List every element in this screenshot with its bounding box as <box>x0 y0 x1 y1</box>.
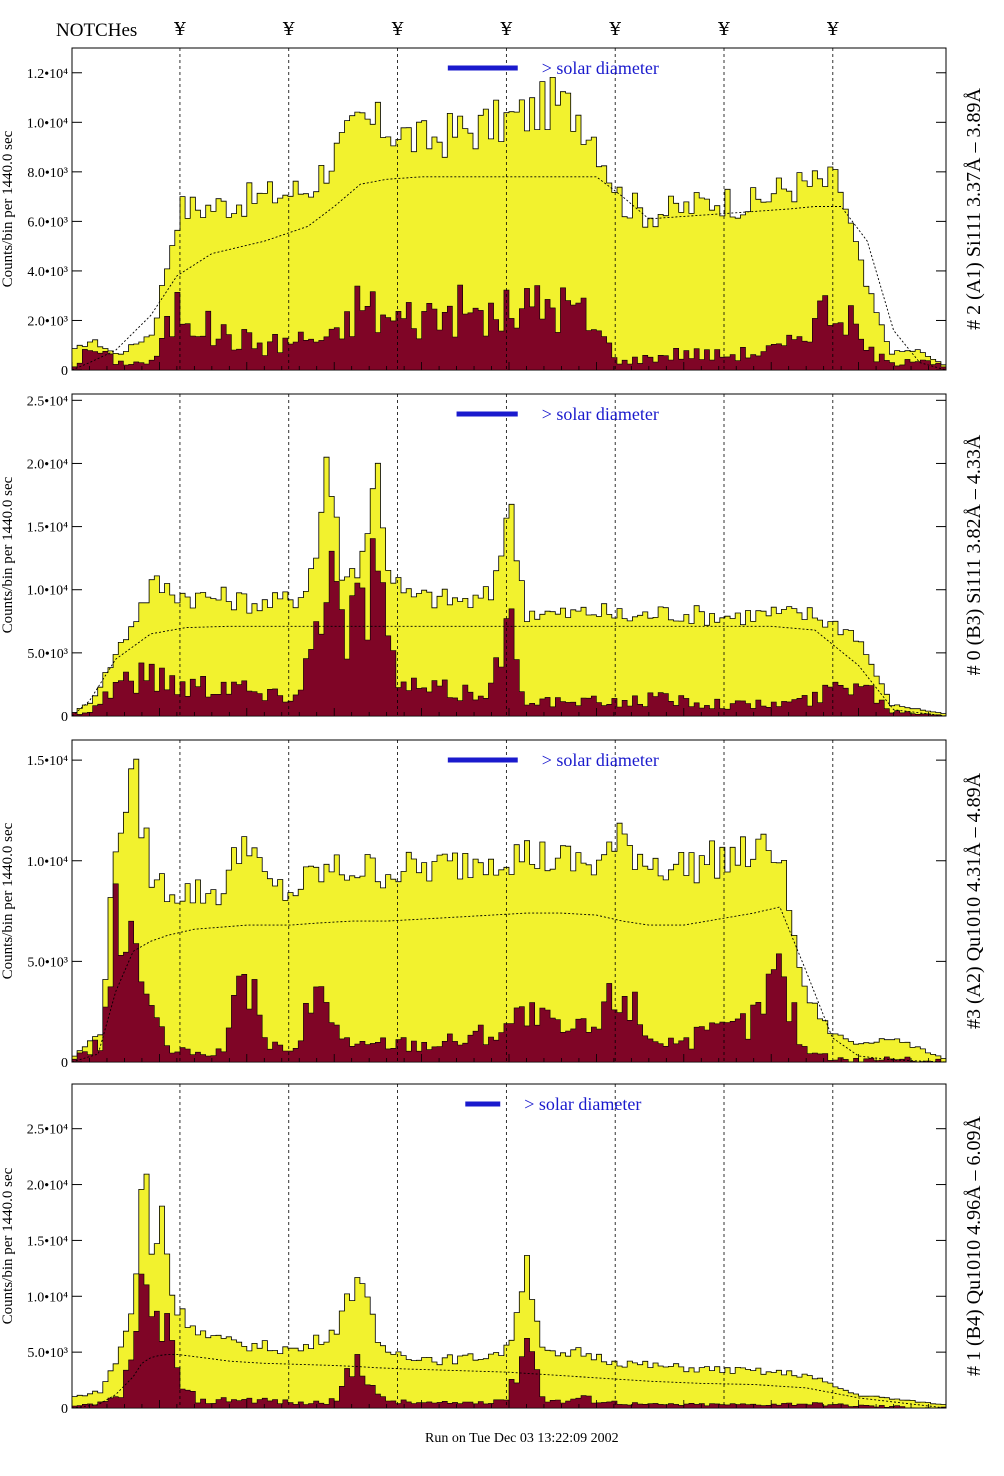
footer-timestamp: Run on Tue Dec 03 13:22:09 2002 <box>425 1431 619 1446</box>
y-tick-label: 5.0•10³ <box>27 955 68 970</box>
series-fit-curve <box>71 176 947 371</box>
series-component-histogram <box>71 538 946 717</box>
series-total-histogram <box>71 758 947 1063</box>
y-tick-label: 1.5•10⁴ <box>27 521 68 536</box>
y-tick-label: 8.0•10³ <box>27 166 68 181</box>
y-tick-label: 1.0•10⁴ <box>27 584 68 599</box>
y-tick-label: 1.5•10⁴ <box>27 754 68 769</box>
legend-label: > solar diameter <box>524 1094 641 1114</box>
y-tick-label: 0 <box>61 710 68 725</box>
y-tick-label: 6.0•10³ <box>27 215 68 230</box>
notch-marker: ¥ <box>827 19 839 40</box>
notch-marker: ¥ <box>609 19 621 40</box>
notch-marker: ¥ <box>500 19 513 40</box>
y-tick-label: 2.0•10⁴ <box>27 1179 68 1194</box>
series-total-histogram <box>71 456 947 717</box>
series-component-histogram <box>71 284 947 371</box>
y-tick-label: 2.5•10⁴ <box>27 394 68 409</box>
chart-panel: 0 5.0•10³ 1.0•10⁴ 1.5•10⁴ 2.0•10⁴ 2.5•10⁴ Coun… <box>0 393 985 725</box>
chart-panel: 0 5.0•10³ 1.0•10⁴ 1.5•10⁴ Counts/bin per 144… <box>0 739 985 1071</box>
y-axis-label: Counts/bin per 1440.0 sec <box>0 130 16 287</box>
y-tick-label: 0 <box>61 1402 68 1417</box>
y-tick-label: 5.0•10³ <box>27 647 68 662</box>
notch-marker: ¥ <box>391 19 404 40</box>
y-axis-label: Counts/bin per 1440.0 sec <box>0 1167 16 1324</box>
notches-title: NOTCHes <box>56 20 138 41</box>
series-fit-curve <box>71 625 947 717</box>
series-component-histogram <box>71 1273 947 1409</box>
series-fit-curve <box>71 906 947 1063</box>
y-tick-label: 5.0•10³ <box>27 1346 68 1361</box>
y-tick-label: 0 <box>61 364 68 379</box>
panel-label: # 2 (A1) Si111 3.37Å – 3.89Å <box>963 88 985 330</box>
series-total-histogram <box>71 1173 947 1409</box>
notch-marker: ¥ <box>174 19 186 40</box>
y-tick-label: 1.5•10⁴ <box>27 1234 68 1249</box>
notch-row: NOTCHes ¥ ¥ ¥ ¥ ¥ ¥ ¥ <box>0 0 1004 48</box>
series-fit-curve <box>71 1353 947 1409</box>
y-axis-label: Counts/bin per 1440.0 sec <box>0 476 16 633</box>
legend-label: > solar diameter <box>542 58 659 78</box>
y-tick-label: 1.0•10⁴ <box>27 1290 68 1305</box>
legend-label: > solar diameter <box>542 750 659 770</box>
y-tick-label: 2.5•10⁴ <box>27 1123 68 1138</box>
panel-label: # 0 (B3) Si111 3.82Å – 4.33Å <box>963 434 985 675</box>
panel-label: # 1 (B4) Qu1010 4.96Å – 6.09Å <box>963 1115 985 1376</box>
y-tick-label: 2.0•10⁴ <box>27 457 68 472</box>
notch-marker: ¥ <box>283 19 295 40</box>
y-tick-label: 2.0•10³ <box>27 314 68 329</box>
panel-label: #3 (A2) Qu1010 4.31Å – 4.89Å <box>963 772 985 1029</box>
y-tick-label: 1.0•10⁴ <box>27 116 68 131</box>
legend-label: > solar diameter <box>542 404 659 424</box>
series-component-histogram <box>71 883 946 1063</box>
notch-marker: ¥ <box>718 19 730 40</box>
y-tick-label: 1.0•10⁴ <box>27 855 68 870</box>
y-axis-label: Counts/bin per 1440.0 sec <box>0 822 16 979</box>
series-total-histogram <box>71 77 947 371</box>
y-tick-label: 0 <box>61 1056 68 1071</box>
y-tick-label: 4.0•10³ <box>27 265 68 280</box>
chart-panel: 0 5.0•10³ 1.0•10⁴ 1.5•10⁴ 2.0•10⁴ 2.5•10⁴ Coun… <box>0 1083 985 1417</box>
chart-panel: 0 2.0•10³ 4.0•10³ 6.0•10³ 8.0•10³ 1.0•10⁴ 1.2•… <box>0 47 985 379</box>
y-tick-label: 1.2•10⁴ <box>27 67 68 82</box>
